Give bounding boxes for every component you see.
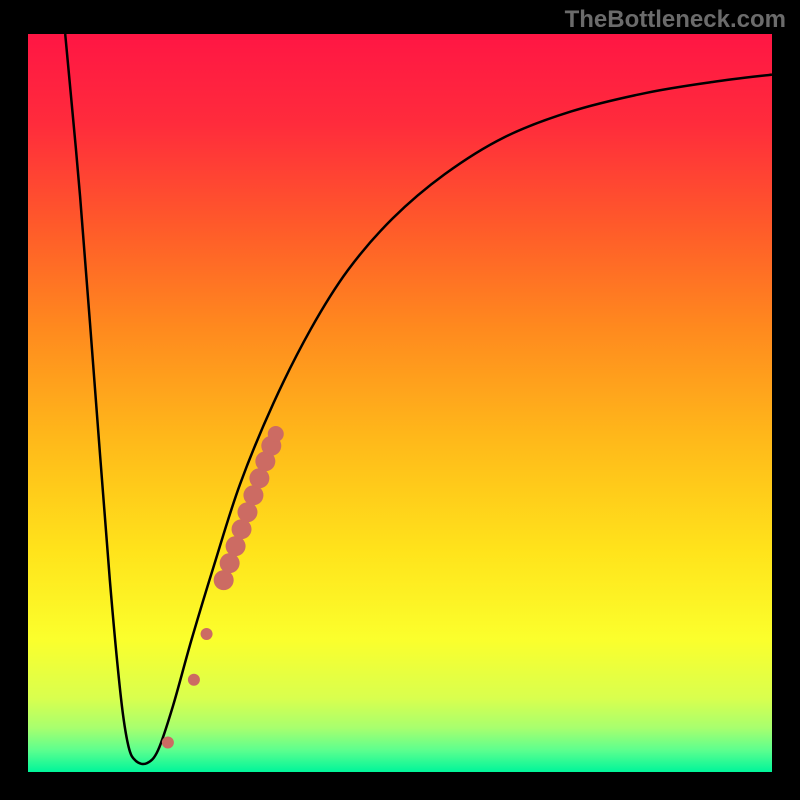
data-marker bbox=[243, 485, 263, 505]
data-marker bbox=[226, 536, 246, 556]
data-marker bbox=[220, 553, 240, 573]
data-marker bbox=[188, 674, 200, 686]
plot-gradient-background bbox=[28, 34, 772, 772]
data-marker bbox=[249, 468, 269, 488]
bottleneck-chart bbox=[0, 0, 800, 800]
data-marker bbox=[268, 426, 284, 442]
data-marker bbox=[232, 519, 252, 539]
data-marker bbox=[201, 628, 213, 640]
data-marker bbox=[162, 736, 174, 748]
data-marker bbox=[214, 570, 234, 590]
watermark-text: TheBottleneck.com bbox=[565, 6, 786, 34]
chart-container: TheBottleneck.com bbox=[0, 0, 800, 800]
data-marker bbox=[237, 502, 257, 522]
